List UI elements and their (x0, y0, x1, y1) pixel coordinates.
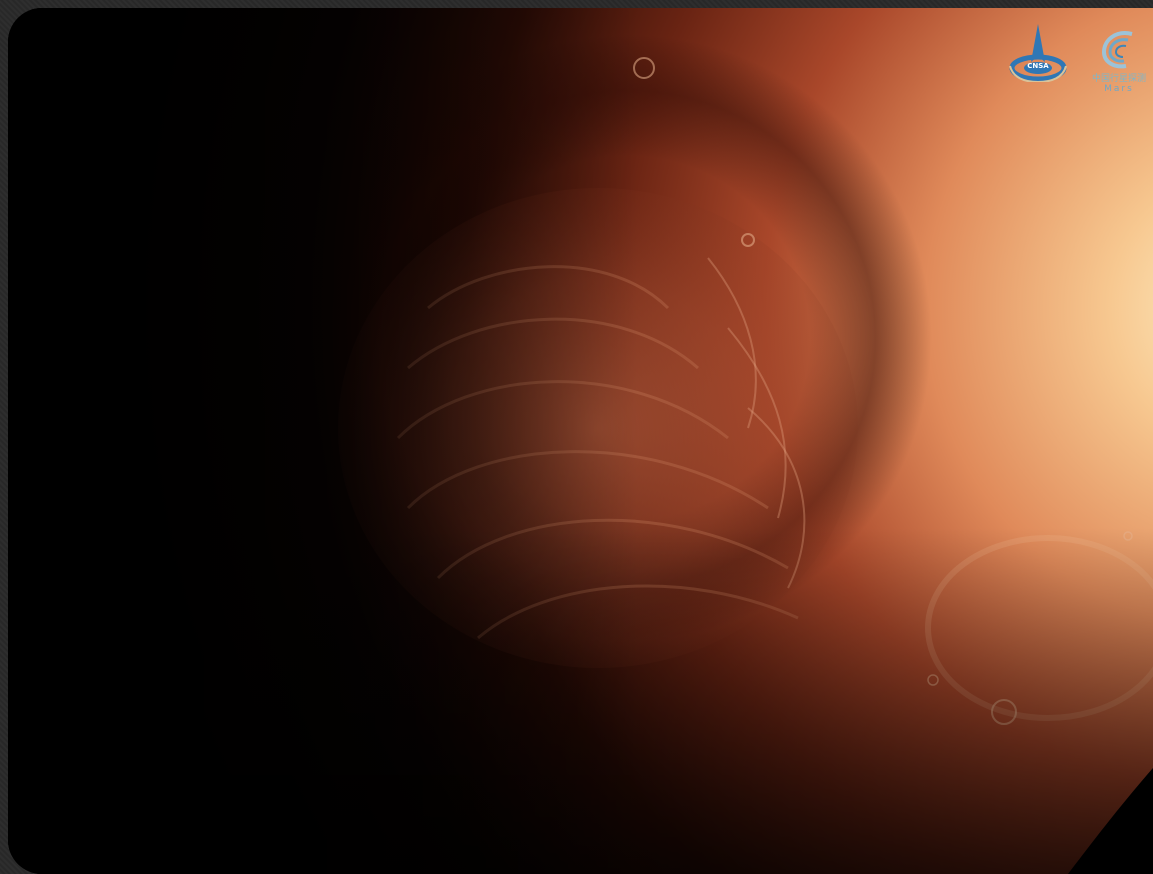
cnsa-emblem-icon (1009, 24, 1067, 84)
mars-mission-wordmark: Mars (1104, 84, 1134, 94)
mars-photograph (8, 8, 1153, 874)
mars-mission-caption: 中国行星探测 (1091, 74, 1146, 84)
mars-surface-image (8, 8, 1153, 874)
cnsa-logo: CNSA (1005, 22, 1071, 98)
agency-logos: CNSA 中国行星探测 Mars (1003, 22, 1153, 102)
cnsa-logo-text: CNSA (1027, 62, 1049, 70)
planetary-exploration-emblem-icon (1101, 31, 1133, 69)
mars-mission-logo: 中国行星探测 Mars (1087, 26, 1151, 102)
